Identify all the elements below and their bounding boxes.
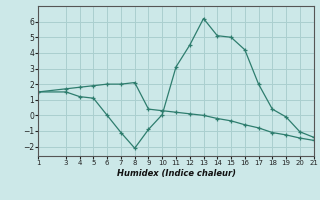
X-axis label: Humidex (Indice chaleur): Humidex (Indice chaleur) [116, 169, 236, 178]
